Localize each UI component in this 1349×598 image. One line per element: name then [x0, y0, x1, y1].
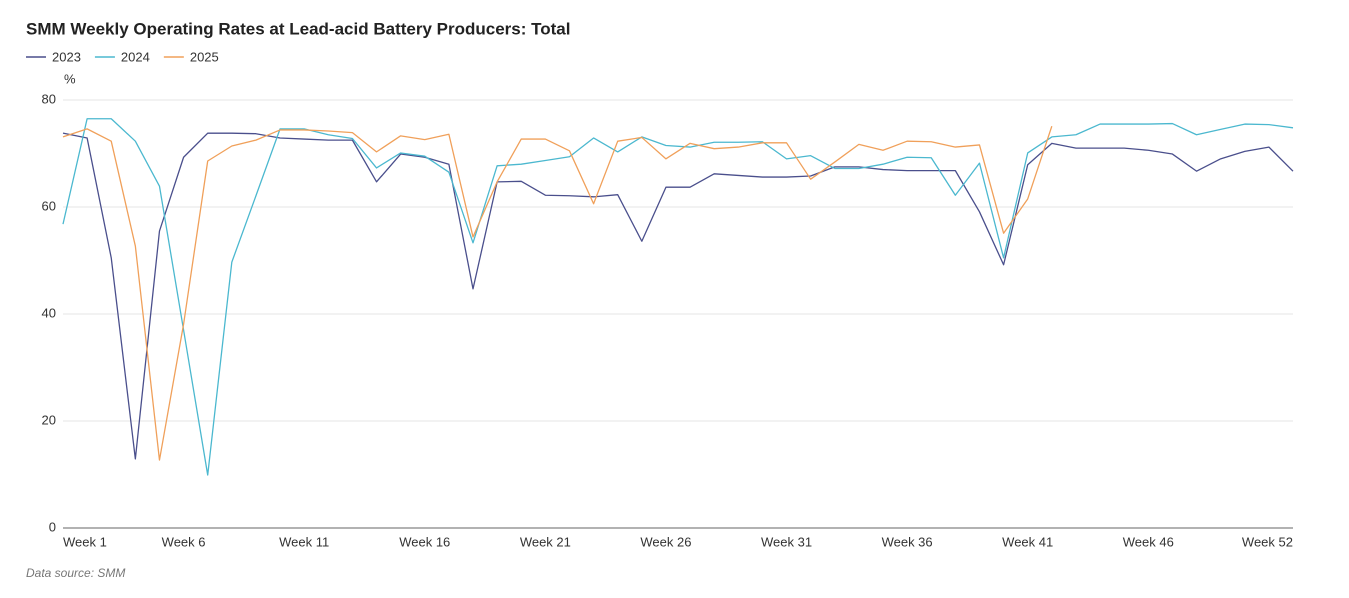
legend-label: 2025 [190, 49, 219, 64]
x-tick-label: Week 6 [162, 534, 206, 549]
chart-title: SMM Weekly Operating Rates at Lead-acid … [26, 19, 570, 38]
x-tick-label: Week 26 [640, 534, 691, 549]
y-tick-label: 0 [49, 519, 56, 534]
y-tick-label: 60 [42, 198, 56, 213]
x-tick-label: Week 31 [761, 534, 812, 549]
x-tick-label: Week 1 [63, 534, 107, 549]
x-tick-label: Week 16 [399, 534, 450, 549]
series-line [62, 118, 1294, 476]
x-tick-label: Week 46 [1123, 534, 1174, 549]
source-note: Data source: SMM [26, 566, 125, 580]
x-tick-label: Week 11 [279, 534, 329, 549]
y-tick-label: 20 [42, 412, 56, 427]
x-tick-label: Week 36 [882, 534, 933, 549]
legend-label: 2024 [121, 49, 150, 64]
series-line [62, 126, 1053, 461]
x-tick-label: Week 52 [1242, 534, 1293, 549]
series-line [62, 132, 1294, 460]
x-tick-label: Week 21 [520, 534, 571, 549]
y-tick-label: 80 [42, 91, 56, 106]
legend-label: 2023 [52, 49, 81, 64]
x-tick-label: Week 41 [1002, 534, 1053, 549]
y-unit: % [64, 71, 76, 86]
y-tick-label: 40 [42, 305, 56, 320]
